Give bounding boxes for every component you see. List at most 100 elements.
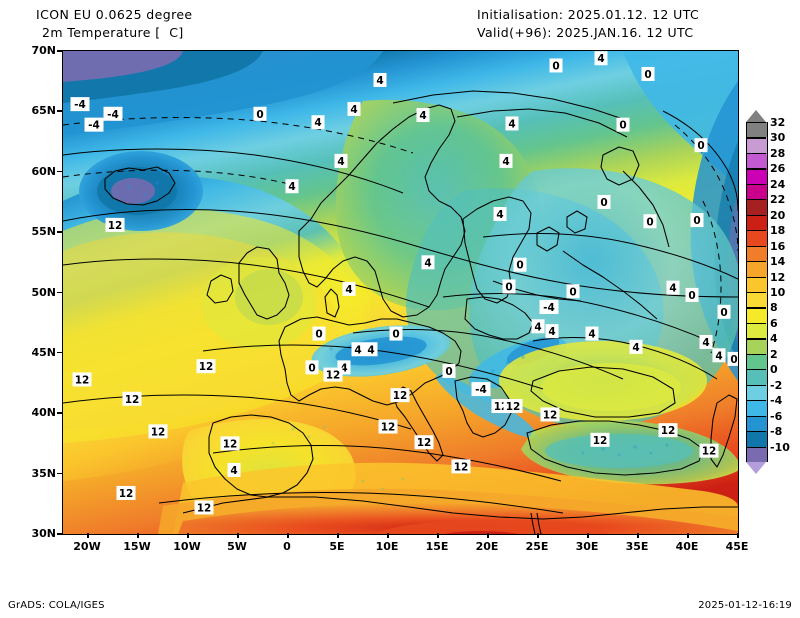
contour-label: 0 bbox=[646, 216, 653, 228]
contour-label-box bbox=[685, 287, 699, 302]
longitude-tick-mark bbox=[487, 533, 489, 538]
colorbar-segment bbox=[746, 384, 768, 401]
longitude-tick-label: 0 bbox=[283, 540, 291, 553]
contour-label-box bbox=[342, 281, 356, 296]
contour-label-box bbox=[585, 326, 599, 341]
colorbar-tick-label: 22 bbox=[770, 193, 786, 207]
longitude-tick-mark bbox=[87, 533, 89, 538]
contour-label-box bbox=[70, 97, 90, 112]
latitude-tick-mark bbox=[57, 110, 62, 112]
colorbar-tick-label: -10 bbox=[770, 440, 790, 454]
longitude-tick-label: 25E bbox=[525, 540, 549, 553]
colorbar-segment bbox=[746, 307, 768, 323]
contour-label-box bbox=[493, 207, 507, 222]
colorbar-divider bbox=[746, 261, 766, 263]
contour-label: 4 bbox=[419, 110, 426, 122]
contour-label-box bbox=[545, 324, 559, 339]
colorbar-tick-label: 2 bbox=[770, 347, 778, 361]
longitude-tick-mark bbox=[337, 533, 339, 538]
contour-label: 4 bbox=[367, 344, 374, 356]
longitude-tick-mark bbox=[137, 533, 139, 538]
latitude-tick-label: 45N bbox=[31, 345, 56, 359]
colorbar-segment bbox=[746, 292, 768, 308]
contour-label: 12 bbox=[151, 426, 166, 438]
colorbar-divider bbox=[746, 230, 766, 232]
contour-label: 4 bbox=[340, 362, 347, 374]
longitude-tick-label: 15E bbox=[425, 540, 449, 553]
colorbar-segment bbox=[746, 137, 768, 153]
colorbar-divider bbox=[746, 415, 766, 417]
colorbar-tick-label: -6 bbox=[770, 409, 783, 423]
contour-label: 4 bbox=[669, 283, 676, 295]
colorbar-tick-label: 4 bbox=[770, 332, 778, 346]
contour-label-box bbox=[513, 257, 527, 272]
contour-label: 4 bbox=[715, 350, 722, 362]
contour-label-box bbox=[390, 388, 410, 403]
contour-label: 0 bbox=[720, 307, 727, 319]
colorbar-tick-label: 14 bbox=[770, 255, 786, 269]
contour-label: 0 bbox=[315, 329, 322, 341]
contour-label: 4 bbox=[496, 209, 503, 221]
latitude-tick-mark bbox=[57, 231, 62, 233]
temperature-map: -4 -4 -4 0 4 12 4 4 4 4 4 4 4 4 4 4 0 0 4 4 0 4 0 -4 12 12 12 12 12 1… bbox=[62, 50, 739, 535]
contour-label-box bbox=[531, 319, 545, 334]
contour-label: 4 bbox=[588, 329, 595, 341]
contour-label-box bbox=[690, 213, 704, 228]
longitude-tick-label: 15W bbox=[123, 540, 151, 553]
contour-label-box bbox=[694, 138, 708, 153]
latitude-tick-label: 50N bbox=[31, 285, 56, 299]
longitude-tick-label: 5E bbox=[329, 540, 345, 553]
contour-label: 12 bbox=[593, 435, 608, 447]
contour-lines-dashed bbox=[63, 117, 738, 354]
colorbar-segment bbox=[746, 152, 768, 169]
colorbar-divider bbox=[746, 122, 766, 124]
contour-label: 4 bbox=[508, 118, 515, 130]
colorbar-tick-label: 6 bbox=[770, 316, 778, 330]
contour-label: -4 bbox=[475, 384, 487, 396]
colorbar-tick-label: 30 bbox=[770, 131, 786, 145]
contour-label: 12 bbox=[661, 425, 676, 437]
contour-label: 12 bbox=[125, 394, 140, 406]
contour-label-box bbox=[414, 435, 434, 450]
contour-label-box bbox=[105, 217, 125, 232]
contour-label-box bbox=[351, 342, 365, 357]
longitude-tick-mark bbox=[437, 533, 439, 538]
colorbar-tick-label: 16 bbox=[770, 239, 786, 253]
contour-label: 0 bbox=[569, 286, 576, 298]
contour-label-box bbox=[451, 459, 471, 474]
contour-label-box bbox=[347, 101, 361, 116]
colorbar-tick-label: 18 bbox=[770, 224, 786, 238]
colorbar-tick-label: 32 bbox=[770, 116, 786, 129]
contour-label-box bbox=[590, 432, 610, 447]
contour-label-box bbox=[421, 255, 435, 270]
contour-label-box bbox=[389, 326, 403, 341]
contour-label-box bbox=[503, 399, 523, 414]
colorbar-segment bbox=[746, 446, 768, 462]
contour-label-box bbox=[285, 179, 299, 194]
colorbar-over-arrow bbox=[746, 110, 766, 122]
contour-label-box bbox=[505, 116, 519, 131]
colorbar-segment bbox=[746, 199, 768, 215]
longitude-tick-mark bbox=[587, 533, 589, 538]
contour-label-box bbox=[323, 367, 343, 382]
contour-label-box bbox=[471, 382, 491, 397]
contour-label-box bbox=[305, 360, 319, 375]
contour-label-box bbox=[597, 194, 611, 209]
contour-label: 0 bbox=[552, 60, 559, 72]
colorbar-segment bbox=[746, 276, 768, 292]
valid-time-label: Valid(+96): 2025.JAN.16. 12 UTC bbox=[477, 25, 694, 40]
contour-label: 4 bbox=[548, 326, 555, 338]
colorbar-divider bbox=[746, 245, 766, 247]
contour-label: 4 bbox=[345, 284, 352, 296]
latitude-tick-label: 40N bbox=[31, 406, 56, 420]
contour-label: 0 bbox=[308, 362, 315, 374]
contour-label-box bbox=[502, 279, 516, 294]
contour-label: 12 bbox=[326, 370, 341, 382]
contour-label: 0 bbox=[516, 260, 523, 272]
colorbar-segment bbox=[746, 261, 768, 277]
contour-label-box bbox=[220, 436, 240, 451]
longitude-tick-label: 20W bbox=[73, 540, 101, 553]
colorbar bbox=[746, 110, 768, 474]
longitude-tick-mark bbox=[287, 533, 289, 538]
